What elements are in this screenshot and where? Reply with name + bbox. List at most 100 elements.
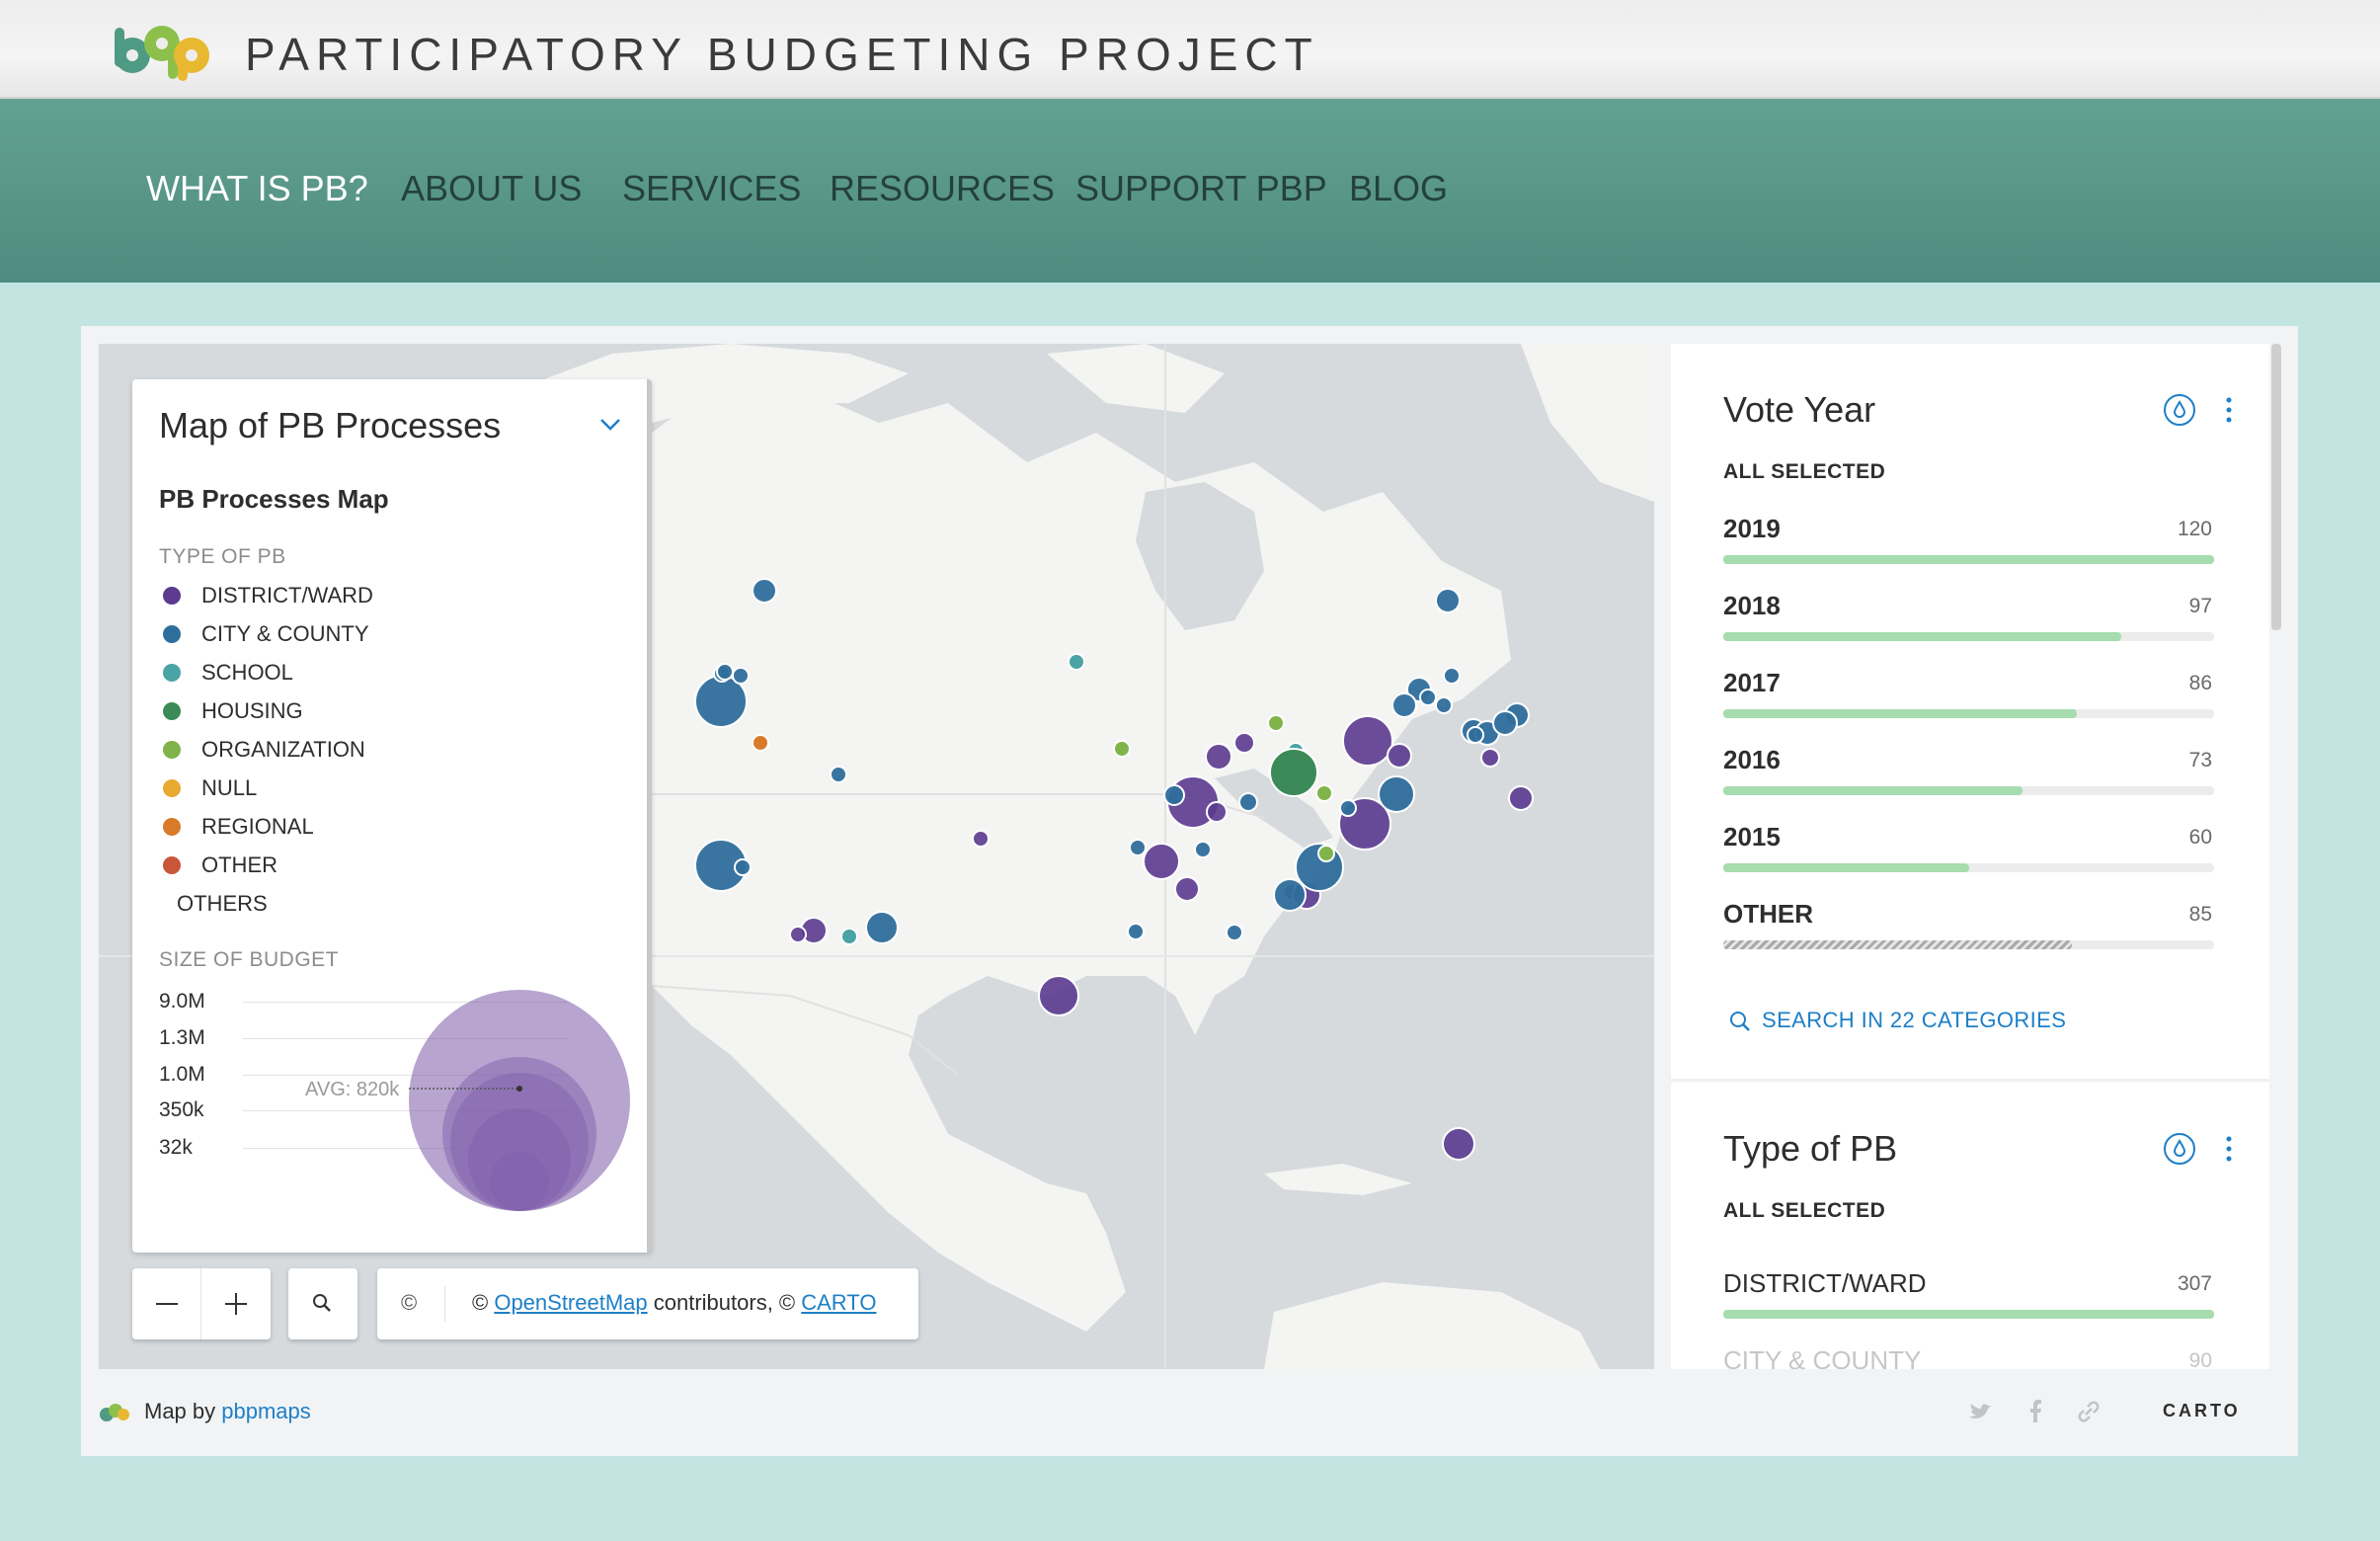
nav-what-is-pb[interactable]: WHAT IS PB? <box>146 168 368 208</box>
zoom-out-button[interactable] <box>132 1268 201 1339</box>
budget-size-bubbles <box>409 990 630 1211</box>
marker-city-county <box>865 911 899 944</box>
openstreetmap-link[interactable]: OpenStreetMap <box>494 1290 648 1315</box>
size-guide-line <box>243 1110 569 1111</box>
landmass-arctic-islands <box>1047 344 1225 413</box>
type-of-pb-status: ALL SELECTED <box>1723 1199 1886 1222</box>
marker-city-county <box>1492 710 1518 736</box>
size-label: 1.0M <box>159 1063 205 1086</box>
marker-district-ward <box>1206 801 1228 823</box>
color-by-drop-icon[interactable] <box>2163 1132 2196 1166</box>
size-guide-line <box>243 1038 569 1039</box>
gulf-of-mexico <box>1057 1065 1244 1174</box>
attribution-text: © OpenStreetMap contributors, © CARTO <box>472 1290 876 1316</box>
widgets-scrollbar[interactable] <box>2271 344 2281 630</box>
facebook-icon[interactable] <box>2021 1397 2050 1426</box>
vote-year-title: Vote Year <box>1723 389 1876 430</box>
carto-logo[interactable]: CARTO <box>2163 1401 2241 1421</box>
site-header: PARTICIPATORY BUDGETING PROJECT <box>0 0 2380 99</box>
marker-school <box>1068 653 1085 671</box>
category-row-bar <box>1723 1310 2214 1319</box>
legend-item-label: NULL <box>201 775 258 800</box>
minus-icon <box>156 1303 178 1305</box>
marker-city-county <box>1467 726 1484 744</box>
link-icon[interactable] <box>2074 1397 2103 1426</box>
zoom-in-button[interactable] <box>201 1268 271 1339</box>
legend-swatch <box>163 818 181 836</box>
marker-city-county <box>752 578 777 604</box>
map-canvas[interactable]: Map of PB Processes PB Processes Map TYP… <box>99 344 1654 1369</box>
carto-logo-text: CARTO <box>2163 1401 2241 1420</box>
marker-organization <box>1267 714 1285 732</box>
nav-support-pbp[interactable]: SUPPORT PBP <box>1075 168 1327 208</box>
marker-city-county <box>1419 689 1437 706</box>
search-icon <box>313 1294 331 1312</box>
attribution-divider <box>444 1286 445 1322</box>
category-row-bar-fill <box>1723 555 2214 564</box>
category-row-label[interactable]: 2017 <box>1723 668 1781 697</box>
category-row-label[interactable]: 2015 <box>1723 822 1781 852</box>
marker-district-ward <box>1174 876 1200 902</box>
chevron-down-icon[interactable] <box>595 409 625 439</box>
pbp-logo[interactable] <box>111 14 215 83</box>
legend-swatch <box>163 741 181 759</box>
marker-city-county <box>1129 839 1147 856</box>
legend-size-heading: SIZE OF BUDGET <box>159 948 340 971</box>
pbpmaps-link[interactable]: pbpmaps <box>221 1399 311 1423</box>
legend-item-label: REGIONAL <box>201 814 314 839</box>
category-row-label[interactable]: 2018 <box>1723 591 1781 620</box>
legend-swatch <box>163 664 181 682</box>
nav-about-us[interactable]: ABOUT US <box>401 168 583 208</box>
color-by-drop-icon[interactable] <box>2163 393 2196 427</box>
legend-swatch <box>163 625 181 643</box>
marker-city-county <box>1339 799 1357 817</box>
category-row-bar-fill <box>1723 940 2072 949</box>
widget-divider <box>1671 1079 2269 1082</box>
attribution-box: © © OpenStreetMap contributors, © CARTO <box>377 1268 918 1339</box>
search-categories-link[interactable]: SEARCH IN 22 CATEGORIES <box>1728 1008 2066 1033</box>
marker-city-county <box>1226 924 1243 941</box>
category-row-bar-fill <box>1723 632 2121 641</box>
marker-city-county <box>1238 792 1258 812</box>
size-guide-line <box>243 1002 569 1003</box>
nav-services[interactable]: SERVICES <box>622 168 802 208</box>
marker-city-county <box>1391 692 1417 718</box>
legend-swatch <box>163 587 181 605</box>
category-row-value: 120 <box>2177 518 2212 540</box>
category-row-label[interactable]: DISTRICT/WARD <box>1723 1268 1927 1298</box>
legend-swatch <box>163 856 181 874</box>
marker-district-ward <box>1143 843 1180 880</box>
nav-resources[interactable]: RESOURCES <box>830 168 1056 208</box>
caribbean-islands <box>1264 1164 1412 1195</box>
more-options-icon[interactable] <box>2224 395 2234 425</box>
size-guide-line <box>243 1075 569 1076</box>
marker-district-ward <box>1233 732 1255 754</box>
map-search-button[interactable] <box>288 1268 357 1339</box>
landmass-greenland-edge <box>1521 344 1654 502</box>
category-row-bar <box>1723 632 2214 641</box>
category-row-bar <box>1723 786 2214 795</box>
landmass-north-america <box>425 383 1511 1332</box>
attribution-toggle[interactable]: © <box>401 1290 418 1315</box>
category-row-value: 73 <box>2188 749 2212 771</box>
category-row-value: 86 <box>2188 672 2212 694</box>
category-row-label[interactable]: CITY & COUNTY <box>1723 1345 1922 1369</box>
main-nav: WHAT IS PB? ABOUT US SERVICES RESOURCES … <box>0 99 2380 283</box>
more-options-icon[interactable] <box>2224 1134 2234 1164</box>
category-row-label[interactable]: 2019 <box>1723 514 1781 543</box>
site-title[interactable]: PARTICIPATORY BUDGETING PROJECT <box>245 29 1319 80</box>
type-of-pb-title: Type of PB <box>1723 1128 1898 1169</box>
credit-prefix: Map by <box>144 1399 222 1423</box>
nav-blog[interactable]: BLOG <box>1349 168 1449 208</box>
marker-district-ward <box>1342 715 1393 767</box>
category-row-value: 307 <box>2177 1272 2212 1295</box>
twitter-icon[interactable] <box>1965 1397 1995 1426</box>
carto-link[interactable]: CARTO <box>801 1290 877 1315</box>
marker-organization <box>1317 845 1335 862</box>
marker-district-ward <box>1480 748 1500 768</box>
marker-district-ward <box>1205 743 1232 770</box>
category-row-label[interactable]: OTHER <box>1723 899 1813 929</box>
legend-item-label: DISTRICT/WARD <box>201 583 373 608</box>
category-row-label[interactable]: 2016 <box>1723 745 1781 774</box>
border-us-mexico <box>651 985 959 1076</box>
